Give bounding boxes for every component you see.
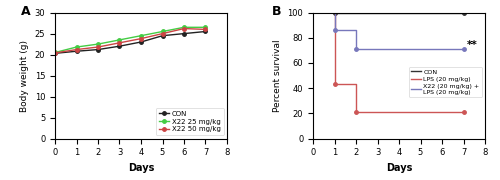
- X22 25 mg/kg: [202, 26, 208, 28]
- X-axis label: Days: Days: [386, 163, 412, 173]
- Legend: CON, LPS (20 mg/kg), X22 (20 mg/kg) +
LPS (20 mg/kg): CON, LPS (20 mg/kg), X22 (20 mg/kg) + LP…: [409, 67, 482, 97]
- CON: [52, 52, 58, 54]
- X22 50 mg/kg: [160, 33, 166, 35]
- CON: [95, 48, 101, 51]
- X-axis label: Days: Days: [128, 163, 154, 173]
- X22 25 mg/kg: [181, 26, 187, 28]
- X22 25 mg/kg: [138, 35, 144, 37]
- CON: [138, 41, 144, 43]
- X22 50 mg/kg: [138, 38, 144, 40]
- X22 50 mg/kg: [181, 28, 187, 30]
- CON: [332, 12, 338, 14]
- Text: B: B: [272, 5, 281, 18]
- X22 (20 mg/kg) +
LPS (20 mg/kg): [332, 12, 338, 14]
- X22 (20 mg/kg) +
LPS (20 mg/kg): [332, 29, 338, 31]
- X22 50 mg/kg: [74, 48, 80, 51]
- X22 50 mg/kg: [202, 28, 208, 30]
- X22 25 mg/kg: [95, 43, 101, 45]
- LPS (20 mg/kg): [353, 83, 359, 86]
- LPS (20 mg/kg): [353, 111, 359, 113]
- X22 (20 mg/kg) +
LPS (20 mg/kg): [353, 48, 359, 50]
- Line: X22 50 mg/kg: X22 50 mg/kg: [54, 27, 207, 55]
- X22 (20 mg/kg) +
LPS (20 mg/kg): [460, 48, 466, 50]
- CON: [181, 33, 187, 35]
- X22 50 mg/kg: [95, 46, 101, 48]
- X22 50 mg/kg: [116, 42, 122, 44]
- X22 50 mg/kg: [52, 52, 58, 54]
- LPS (20 mg/kg): [332, 83, 338, 86]
- CON: [202, 30, 208, 33]
- Line: X22 (20 mg/kg) +
LPS (20 mg/kg): X22 (20 mg/kg) + LPS (20 mg/kg): [334, 13, 464, 49]
- Y-axis label: Percent survival: Percent survival: [273, 39, 282, 112]
- CON: [460, 12, 466, 14]
- Text: A: A: [20, 5, 30, 18]
- CON: [116, 45, 122, 47]
- CON: [74, 50, 80, 52]
- X22 25 mg/kg: [74, 46, 80, 48]
- X22 25 mg/kg: [116, 39, 122, 41]
- CON: [160, 35, 166, 37]
- Text: **: **: [466, 40, 477, 50]
- Line: X22 25 mg/kg: X22 25 mg/kg: [54, 26, 207, 54]
- LPS (20 mg/kg): [332, 12, 338, 14]
- Legend: CON, X22 25 mg/kg, X22 50 mg/kg: CON, X22 25 mg/kg, X22 50 mg/kg: [156, 108, 224, 135]
- X22 (20 mg/kg) +
LPS (20 mg/kg): [353, 29, 359, 31]
- LPS (20 mg/kg): [460, 111, 466, 113]
- Line: LPS (20 mg/kg): LPS (20 mg/kg): [334, 13, 464, 112]
- Line: CON: CON: [54, 30, 207, 55]
- X22 25 mg/kg: [160, 30, 166, 33]
- X22 25 mg/kg: [52, 51, 58, 54]
- Y-axis label: Body weight (g): Body weight (g): [20, 40, 29, 112]
